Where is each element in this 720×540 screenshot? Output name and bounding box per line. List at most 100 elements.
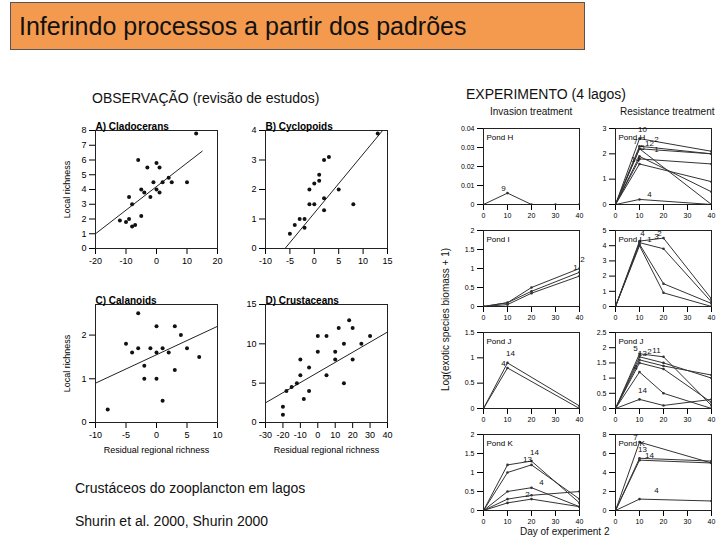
svg-text:30: 30 (552, 416, 560, 423)
svg-text:20: 20 (660, 314, 668, 321)
svg-text:20: 20 (528, 416, 536, 423)
svg-text:7: 7 (81, 140, 86, 150)
svg-text:Pond I: Pond I (619, 235, 642, 244)
svg-text:10: 10 (246, 339, 256, 349)
svg-text:2.5: 2.5 (597, 329, 607, 336)
svg-text:10: 10 (636, 518, 644, 525)
svg-text:A) Cladocerans: A) Cladocerans (96, 121, 170, 132)
svg-text:4: 4 (81, 184, 86, 194)
svg-text:-20: -20 (89, 256, 102, 266)
svg-text:13: 13 (638, 349, 647, 358)
svg-text:1: 1 (603, 175, 607, 182)
svg-text:10: 10 (504, 416, 512, 423)
svg-text:1: 1 (471, 265, 475, 272)
svg-text:0: 0 (312, 256, 317, 266)
svg-text:4: 4 (539, 478, 544, 487)
svg-text:40: 40 (708, 314, 716, 321)
svg-text:0: 0 (603, 507, 607, 514)
svg-text:2: 2 (471, 227, 475, 234)
svg-text:10: 10 (358, 256, 368, 266)
svg-text:30: 30 (684, 314, 692, 321)
svg-text:0: 0 (471, 303, 475, 310)
svg-text:1: 1 (573, 263, 578, 272)
svg-text:9: 9 (501, 184, 506, 193)
svg-text:Pond H: Pond H (619, 133, 646, 142)
svg-text:1: 1 (647, 235, 652, 244)
svg-text:0: 0 (482, 212, 486, 219)
svg-text:5: 5 (336, 256, 341, 266)
svg-text:11: 11 (652, 346, 661, 355)
svg-text:3: 3 (603, 125, 607, 132)
svg-text:1.5: 1.5 (465, 246, 475, 253)
svg-text:10: 10 (330, 430, 340, 440)
svg-text:10: 10 (636, 314, 644, 321)
svg-text:Pond H: Pond H (487, 133, 514, 142)
svg-text:0.01: 0.01 (461, 182, 475, 189)
svg-text:20: 20 (212, 256, 222, 266)
svg-text:15: 15 (382, 256, 392, 266)
svg-text:0.5: 0.5 (465, 379, 475, 386)
svg-text:2: 2 (603, 272, 607, 279)
svg-text:2: 2 (603, 344, 607, 351)
svg-text:2: 2 (603, 150, 607, 157)
svg-text:30: 30 (684, 416, 692, 423)
svg-text:1: 1 (654, 145, 659, 154)
svg-text:4: 4 (640, 229, 645, 238)
svg-text:-30: -30 (259, 430, 272, 440)
svg-text:10: 10 (638, 125, 647, 134)
svg-text:3: 3 (251, 155, 256, 165)
svg-text:1.5: 1.5 (597, 359, 607, 366)
svg-text:10: 10 (504, 212, 512, 219)
svg-text:10: 10 (182, 256, 192, 266)
svg-text:30: 30 (684, 518, 692, 525)
svg-text:B) Cyclopoids: B) Cyclopoids (266, 121, 334, 132)
svg-text:2: 2 (81, 330, 86, 340)
svg-text:1: 1 (81, 374, 86, 384)
svg-text:0: 0 (315, 430, 320, 440)
svg-text:1.5: 1.5 (465, 329, 475, 336)
svg-text:5: 5 (640, 143, 645, 152)
svg-text:1: 1 (471, 469, 475, 476)
svg-text:Residual regional richness: Residual regional richness (274, 445, 380, 455)
svg-text:-10: -10 (89, 430, 102, 440)
svg-text:0.5: 0.5 (465, 488, 475, 495)
svg-text:10: 10 (212, 430, 222, 440)
svg-text:8: 8 (81, 125, 86, 135)
svg-text:7: 7 (633, 433, 638, 442)
svg-text:14: 14 (506, 349, 515, 358)
svg-text:0: 0 (614, 518, 618, 525)
svg-text:0: 0 (81, 417, 86, 427)
svg-text:-20: -20 (276, 430, 289, 440)
svg-text:1.5: 1.5 (465, 450, 475, 457)
svg-text:3: 3 (603, 257, 607, 264)
svg-text:3: 3 (654, 232, 659, 241)
svg-text:Pond I: Pond I (487, 235, 510, 244)
svg-text:40: 40 (576, 314, 584, 321)
svg-text:0: 0 (482, 416, 486, 423)
svg-text:0: 0 (251, 243, 256, 253)
svg-text:2: 2 (471, 431, 475, 438)
svg-text:40: 40 (576, 416, 584, 423)
svg-text:-10: -10 (294, 430, 307, 440)
svg-text:0: 0 (154, 430, 159, 440)
svg-text:4: 4 (603, 469, 607, 476)
svg-text:0: 0 (471, 201, 475, 208)
svg-text:40: 40 (708, 212, 716, 219)
svg-text:0: 0 (154, 256, 159, 266)
svg-text:20: 20 (528, 314, 536, 321)
svg-text:5: 5 (184, 430, 189, 440)
svg-text:2: 2 (603, 488, 607, 495)
svg-text:Pond J: Pond J (619, 337, 644, 346)
svg-text:40: 40 (708, 518, 716, 525)
svg-text:30: 30 (552, 314, 560, 321)
svg-text:0.5: 0.5 (465, 284, 475, 291)
svg-text:Pond K: Pond K (487, 439, 514, 448)
svg-text:8: 8 (603, 431, 607, 438)
svg-text:2: 2 (251, 184, 256, 194)
svg-text:20: 20 (348, 430, 358, 440)
svg-text:7: 7 (633, 137, 638, 146)
svg-text:40: 40 (382, 430, 392, 440)
svg-text:14: 14 (638, 386, 647, 395)
svg-text:15: 15 (246, 299, 256, 309)
svg-text:20: 20 (528, 518, 536, 525)
